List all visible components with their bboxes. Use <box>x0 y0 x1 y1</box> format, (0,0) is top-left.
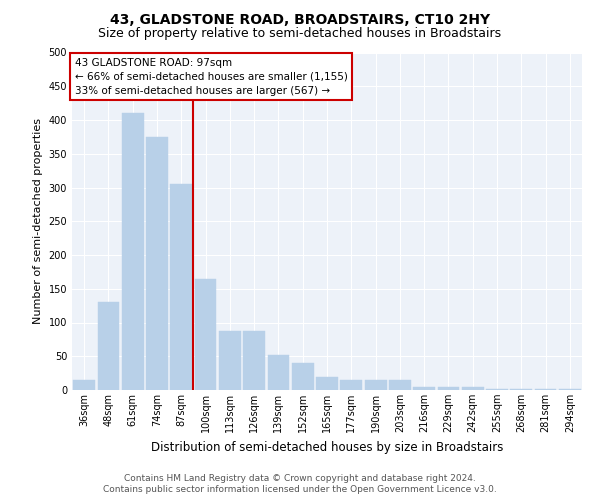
Bar <box>559 388 581 390</box>
Text: Size of property relative to semi-detached houses in Broadstairs: Size of property relative to semi-detach… <box>98 28 502 40</box>
Y-axis label: Number of semi-detached properties: Number of semi-detached properties <box>33 118 43 324</box>
Bar <box>73 380 95 390</box>
Bar <box>219 330 241 390</box>
Bar <box>243 330 265 390</box>
Bar <box>194 278 217 390</box>
Text: Contains HM Land Registry data © Crown copyright and database right 2024.
Contai: Contains HM Land Registry data © Crown c… <box>103 474 497 494</box>
Bar <box>486 388 508 390</box>
Bar <box>170 184 192 390</box>
Bar <box>316 376 338 390</box>
Bar <box>122 114 143 390</box>
Bar <box>535 388 556 390</box>
Text: 43 GLADSTONE ROAD: 97sqm
← 66% of semi-detached houses are smaller (1,155)
33% o: 43 GLADSTONE ROAD: 97sqm ← 66% of semi-d… <box>74 58 347 96</box>
Bar <box>365 380 386 390</box>
Text: 43, GLADSTONE ROAD, BROADSTAIRS, CT10 2HY: 43, GLADSTONE ROAD, BROADSTAIRS, CT10 2H… <box>110 12 490 26</box>
Bar <box>413 386 435 390</box>
X-axis label: Distribution of semi-detached houses by size in Broadstairs: Distribution of semi-detached houses by … <box>151 440 503 454</box>
Bar <box>462 386 484 390</box>
Bar <box>437 386 460 390</box>
Bar <box>292 363 314 390</box>
Bar <box>389 380 411 390</box>
Bar <box>146 137 168 390</box>
Bar <box>97 302 119 390</box>
Bar <box>268 355 289 390</box>
Bar <box>511 388 532 390</box>
Bar <box>340 380 362 390</box>
